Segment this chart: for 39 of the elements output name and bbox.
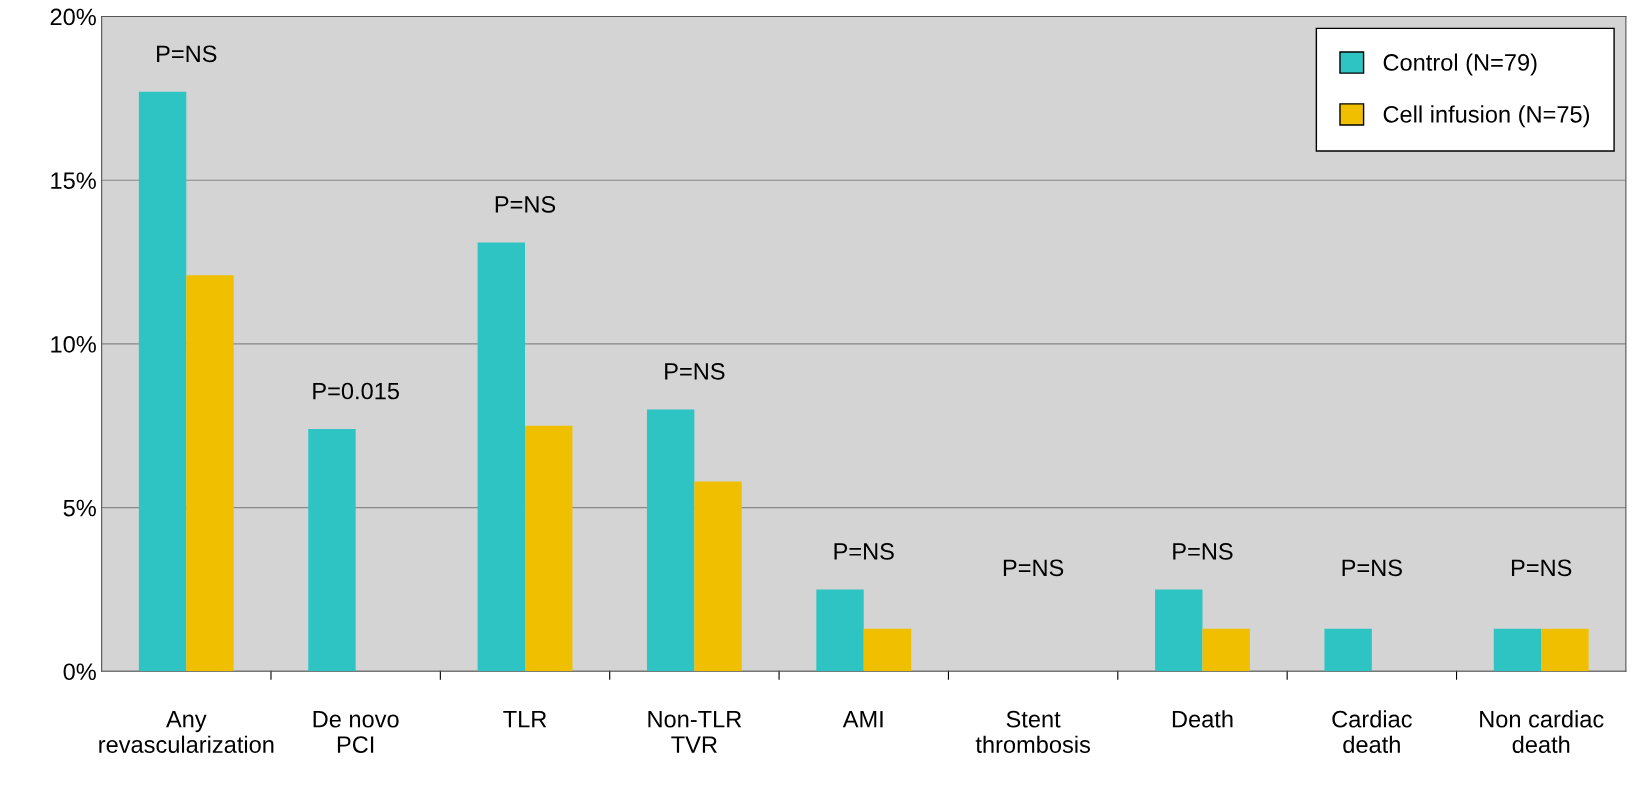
x-tick-label: Death bbox=[1172, 710, 1233, 728]
bar bbox=[816, 589, 864, 672]
bar bbox=[308, 429, 356, 672]
x-tick-label: Any revascularization bbox=[99, 711, 274, 753]
legend-label: Cell infusion (N=75) bbox=[1383, 105, 1590, 128]
x-tick-label: TLR bbox=[503, 711, 547, 728]
x-tick-label: Stent thrombosis bbox=[975, 710, 1090, 753]
annotation: P=NS bbox=[495, 196, 556, 213]
annotation: P=NS bbox=[1342, 559, 1402, 577]
y-tick-label: 15% bbox=[51, 172, 96, 190]
y-tick-label: 5% bbox=[63, 499, 96, 517]
annotation: P=0.015 bbox=[313, 382, 399, 400]
bar bbox=[525, 425, 573, 672]
bar bbox=[1155, 589, 1203, 672]
bar bbox=[1324, 628, 1372, 672]
y-tick-label: 0% bbox=[63, 663, 96, 681]
bar bbox=[646, 409, 695, 672]
y-tick-label: 20% bbox=[50, 8, 96, 26]
bar bbox=[186, 275, 234, 672]
x-tick-label: AMI bbox=[842, 711, 883, 728]
annotation: P=NS bbox=[1003, 559, 1064, 577]
annotation: P=NS bbox=[157, 45, 217, 63]
bar bbox=[1493, 628, 1542, 672]
legend-label: Control (N=79) bbox=[1383, 53, 1537, 76]
annotation: P=NS bbox=[665, 363, 725, 380]
bar bbox=[1541, 628, 1589, 672]
x-tick-label: Non cardiac death bbox=[1480, 710, 1604, 753]
x-tick-label: De novo PCI bbox=[313, 711, 399, 753]
annotation: P=NS bbox=[834, 543, 894, 560]
bar bbox=[477, 242, 526, 672]
annotation: P=NS bbox=[1173, 543, 1233, 560]
x-tick-label: Cardiac death bbox=[1332, 710, 1412, 753]
bar bbox=[694, 481, 742, 672]
y-tick-label: 10% bbox=[51, 335, 96, 353]
x-tick-label: Non-TLR TVR bbox=[648, 711, 742, 753]
bar bbox=[138, 91, 187, 672]
bar bbox=[863, 628, 912, 672]
annotation: P=NS bbox=[1511, 559, 1572, 577]
bar bbox=[1202, 628, 1250, 672]
